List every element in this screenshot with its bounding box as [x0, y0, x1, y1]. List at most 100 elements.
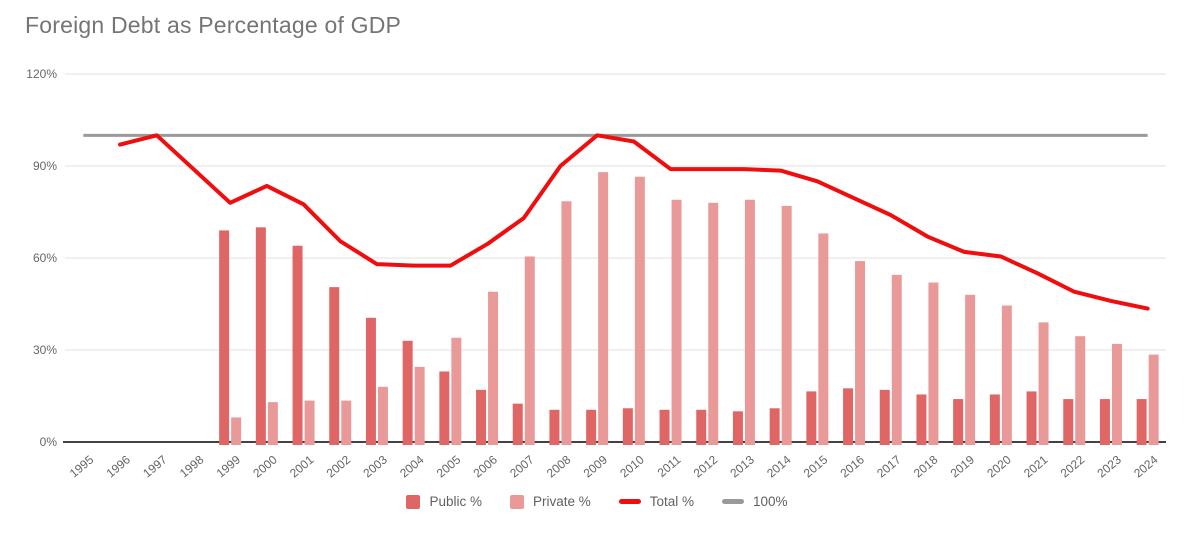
public-bar[interactable]	[329, 287, 340, 445]
x-tick-label: 2005	[434, 452, 464, 480]
private-bar[interactable]	[598, 172, 609, 445]
private-bar[interactable]	[1111, 343, 1122, 445]
total-percent-line[interactable]	[118, 133, 1150, 311]
x-tick-label: 2020	[984, 452, 1014, 480]
x-tick-label: 1997	[140, 452, 170, 480]
legend-item-public[interactable]: Public %	[406, 494, 482, 509]
public-bar[interactable]	[549, 409, 560, 445]
private-bar[interactable]	[928, 282, 939, 445]
private-bar[interactable]	[524, 256, 535, 445]
x-tick-label: 1996	[104, 452, 134, 480]
public-bar[interactable]	[953, 399, 964, 445]
x-tick-label: 2021	[1021, 452, 1051, 480]
legend-item-total[interactable]: Total %	[618, 494, 695, 509]
public-bar[interactable]	[916, 394, 927, 445]
private-bar[interactable]	[1038, 322, 1049, 445]
legend-label-private: Private %	[532, 494, 591, 509]
public-bar[interactable]	[1099, 399, 1110, 445]
x-tick-label: 2024	[1131, 452, 1161, 480]
chart-title: Foreign Debt as Percentage of GDP	[25, 12, 402, 38]
public-bar[interactable]	[365, 317, 376, 445]
public-bar[interactable]	[659, 409, 670, 445]
x-tick-label: 2011	[655, 452, 684, 480]
private-bar[interactable]	[561, 201, 572, 445]
public-bar[interactable]	[732, 411, 743, 445]
x-tick-label: 2004	[397, 452, 427, 480]
public-bar[interactable]	[1063, 399, 1074, 445]
public-bar[interactable]	[476, 389, 487, 445]
private-bar[interactable]	[1148, 354, 1159, 445]
total-line-swatch-icon	[618, 499, 641, 504]
public-bar[interactable]	[292, 245, 303, 445]
hundred-line-swatch-icon	[722, 499, 745, 504]
x-tick-label: 2023	[1094, 452, 1124, 480]
x-tick-label: 2013	[727, 452, 757, 480]
legend-item-hundred[interactable]: 100%	[722, 494, 788, 509]
private-bar[interactable]	[451, 337, 462, 445]
private-bar[interactable]	[488, 291, 499, 445]
x-tick-label: 2007	[507, 452, 537, 480]
x-tick-label: 2022	[1058, 452, 1088, 480]
public-bar[interactable]	[1136, 399, 1147, 445]
private-bar[interactable]	[855, 261, 866, 445]
public-bar[interactable]	[1026, 391, 1037, 445]
private-bar[interactable]	[267, 402, 278, 445]
x-tick-label: 2012	[691, 452, 721, 480]
x-tick-label: 2008	[544, 452, 574, 480]
legend-label-total: Total %	[649, 494, 695, 509]
public-bar[interactable]	[769, 408, 780, 445]
private-bar[interactable]	[231, 417, 242, 445]
public-bar[interactable]	[879, 389, 890, 445]
y-tick-label: 30%	[33, 343, 57, 357]
public-bar[interactable]	[696, 409, 707, 445]
private-bar[interactable]	[744, 199, 755, 445]
x-tick-label: 2000	[250, 452, 280, 480]
private-bar[interactable]	[671, 199, 682, 445]
private-bar[interactable]	[891, 274, 902, 445]
public-bar[interactable]	[843, 388, 854, 445]
legend-label-hundred: 100%	[753, 494, 788, 509]
y-tick-label: 90%	[33, 159, 57, 173]
public-bar[interactable]	[255, 227, 266, 445]
private-bar[interactable]	[634, 176, 645, 445]
public-swatch-icon	[406, 494, 421, 509]
x-tick-label: 2002	[324, 452, 354, 480]
legend-label-public: Public %	[429, 494, 482, 509]
y-tick-label: 120%	[26, 67, 57, 81]
legend-item-private[interactable]: Private %	[509, 494, 591, 509]
public-bar[interactable]	[989, 394, 1000, 445]
private-bar[interactable]	[304, 400, 315, 445]
public-bar[interactable]	[402, 340, 413, 445]
y-tick-label: 60%	[33, 251, 57, 265]
public-bar[interactable]	[439, 371, 450, 445]
public-bar[interactable]	[622, 408, 633, 445]
public-bar[interactable]	[806, 391, 817, 445]
private-bar[interactable]	[1075, 336, 1086, 445]
public-bar[interactable]	[512, 403, 523, 445]
private-bar[interactable]	[377, 386, 388, 445]
private-swatch-icon	[509, 494, 524, 509]
x-tick-label: 2015	[801, 452, 831, 480]
private-bar[interactable]	[708, 202, 719, 445]
private-bar[interactable]	[965, 294, 976, 445]
private-bar[interactable]	[341, 400, 352, 445]
chart-canvas[interactable]: 0%30%60%90%120%1995 1996 1997 1998 1999 2000 2…	[0, 0, 1194, 490]
private-bar[interactable]	[414, 366, 425, 445]
x-tick-label: 1995	[67, 452, 97, 480]
x-tick-label: 2019	[948, 452, 978, 480]
public-bar[interactable]	[219, 230, 230, 445]
x-tick-label: 2001	[287, 452, 317, 480]
x-tick-label: 1998	[177, 452, 207, 480]
private-bar[interactable]	[818, 233, 829, 445]
x-tick-label: 2017	[874, 452, 904, 480]
public-bar[interactable]	[586, 409, 597, 445]
chart-legend: Public % Private % Total % 100%	[0, 494, 1194, 509]
x-tick-label: 2010	[617, 452, 647, 480]
private-bar[interactable]	[1001, 305, 1012, 445]
x-tick-label: 1999	[214, 452, 244, 480]
x-tick-label: 2006	[471, 452, 501, 480]
private-bar[interactable]	[781, 205, 792, 445]
x-tick-label: 2016	[838, 452, 868, 480]
x-tick-label: 2009	[581, 452, 611, 480]
